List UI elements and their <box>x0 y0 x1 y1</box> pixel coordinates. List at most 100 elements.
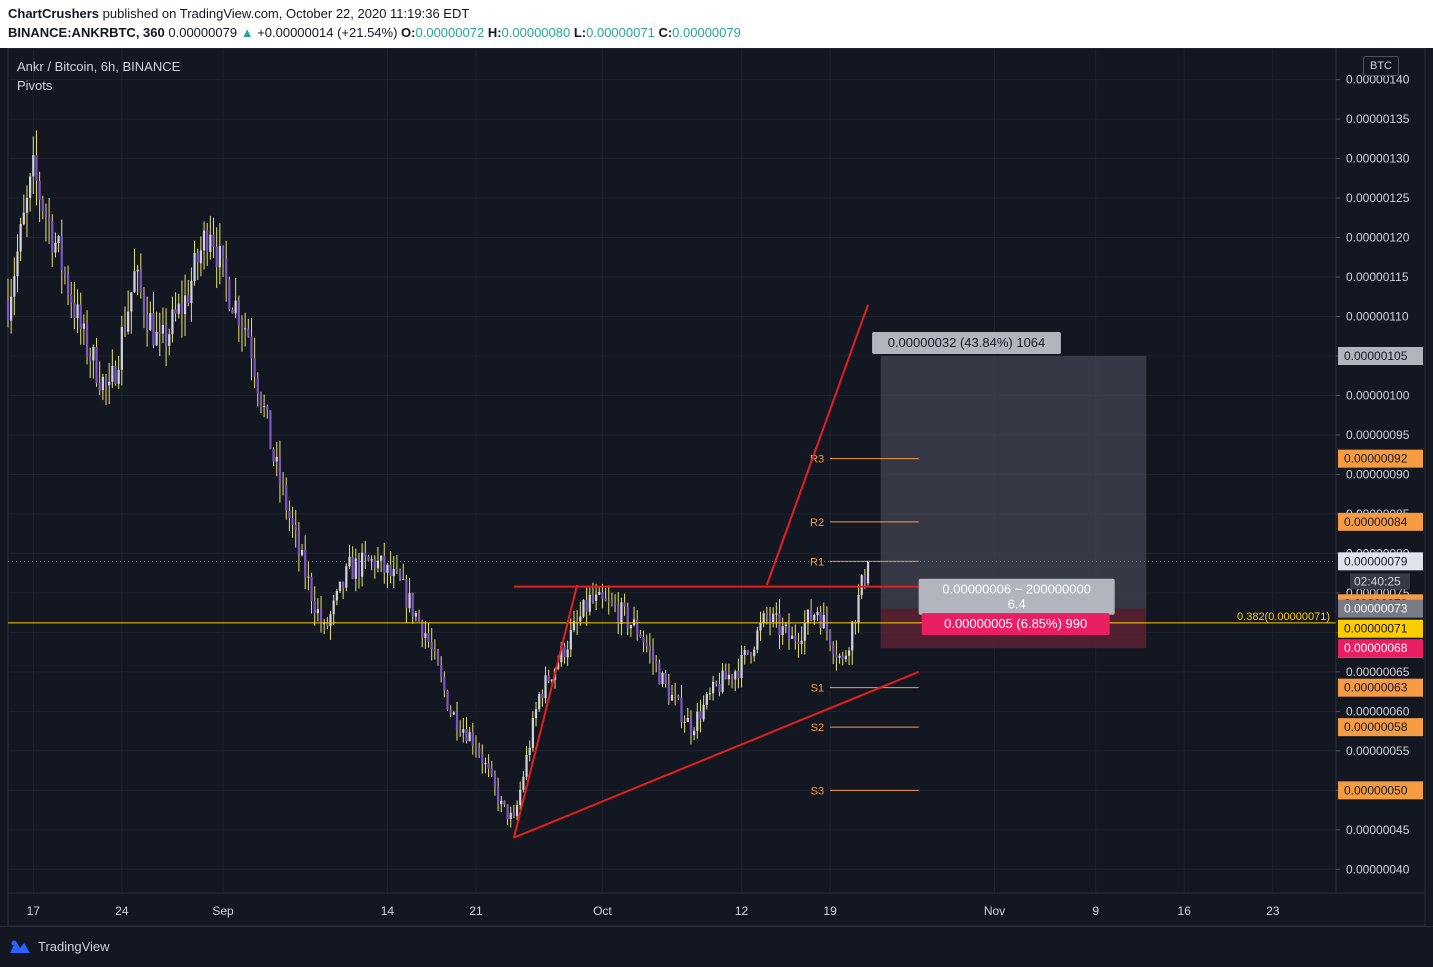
candle-body <box>389 564 392 577</box>
candle-body <box>721 670 724 692</box>
candle-body <box>342 581 345 588</box>
time-tick-label: 16 <box>1178 904 1192 918</box>
target-label-bg <box>872 331 1061 354</box>
author-name[interactable]: ChartCrushers <box>8 6 100 21</box>
candle-body <box>85 323 89 357</box>
candle-body <box>19 224 22 252</box>
candle-body <box>218 245 221 268</box>
pivot-s1-tag-bg <box>1338 678 1423 697</box>
high-value: 0.00000080 <box>501 25 571 40</box>
candle-body <box>772 613 775 622</box>
time-axis-bg <box>7 892 1426 926</box>
candle-body <box>427 633 430 643</box>
symbol-title[interactable]: Ankr / Bitcoin, 6h, BINANCE <box>17 59 181 74</box>
indicator-title[interactable]: Pivots <box>17 78 53 93</box>
candle-body <box>108 381 111 386</box>
candle-body <box>525 754 528 777</box>
candle-body <box>500 800 503 805</box>
candle-body <box>468 732 471 742</box>
candle-body <box>813 614 816 621</box>
candle-body <box>259 393 263 408</box>
candle-body <box>648 646 651 651</box>
up-arrow-icon: ▲ <box>240 25 254 40</box>
candle-body <box>281 484 285 486</box>
price-tick-label: 0.00000110 <box>1346 310 1409 324</box>
candle-body <box>759 623 762 631</box>
candle-body <box>313 600 316 614</box>
candle-body <box>613 603 617 606</box>
currency-button[interactable]: BTC <box>1363 56 1399 76</box>
candle-body <box>417 613 421 622</box>
candle-body <box>699 711 702 720</box>
candle-body <box>240 325 244 329</box>
candle-body <box>620 602 623 624</box>
candle-body <box>414 613 417 617</box>
candle-body <box>683 721 686 723</box>
target-tag-bg <box>1338 346 1423 365</box>
candle-body <box>29 176 32 198</box>
candle-body <box>54 243 57 253</box>
candle-body <box>370 559 373 561</box>
candle-body <box>734 671 737 680</box>
published-header: ChartCrushers published on TradingView.c… <box>0 0 1433 48</box>
candle-body <box>16 251 19 277</box>
candle-body <box>177 303 180 314</box>
candle-body <box>127 311 130 332</box>
candle-body <box>607 600 610 602</box>
candle-body <box>591 594 595 601</box>
candle-body <box>791 635 794 639</box>
candle-body <box>288 510 291 519</box>
pivot-r3-tag: 0.00000092 <box>1344 452 1408 466</box>
stop-tag: 0.00000068 <box>1344 641 1408 655</box>
low-label: L: <box>573 25 587 40</box>
footer: TradingView <box>0 926 1433 967</box>
position-zones <box>880 355 1147 649</box>
pivot-r3-tag-bg <box>1338 449 1423 468</box>
candle-body <box>57 236 60 244</box>
candle-body <box>617 605 620 624</box>
candle-body <box>73 303 76 319</box>
candle-body <box>838 655 841 658</box>
price-tick-label: 0.00000040 <box>1346 862 1410 876</box>
author-line: ChartCrushers published on TradingView.c… <box>8 6 469 21</box>
pivot-r2-tag: 0.00000084 <box>1344 515 1408 529</box>
last-close-tag: 0.00000079 <box>1344 554 1408 568</box>
price-tick-label: 0.00000130 <box>1346 152 1410 166</box>
candle-body <box>348 556 351 567</box>
candle-body <box>155 332 158 346</box>
time-tick-label: Sep <box>212 904 234 918</box>
candle-body <box>133 271 136 293</box>
candle-body <box>819 612 822 629</box>
candle-body <box>866 561 870 584</box>
ratio-box <box>918 578 1115 615</box>
pivot-s3-label: S3 <box>811 785 824 797</box>
target-tag: 0.00000105 <box>1344 349 1408 363</box>
candle-body <box>51 221 54 253</box>
candle-body <box>471 732 474 746</box>
candle-body <box>376 560 380 569</box>
price-tick-label: 0.00000135 <box>1346 112 1410 126</box>
candle-body <box>528 747 531 755</box>
candle-body <box>566 649 569 658</box>
price-axis[interactable]: 0.00000140 0.00000135 0.00000130 0.00000125… <box>1335 48 1426 894</box>
entry-tag-bg <box>1338 599 1423 618</box>
candle-body <box>756 630 759 650</box>
candle-body <box>66 274 70 295</box>
tradingview-logo[interactable]: TradingView <box>8 937 110 955</box>
candle-body <box>655 660 658 664</box>
candle-body <box>449 709 452 715</box>
candle-body <box>231 309 234 314</box>
candle-body <box>300 549 304 556</box>
candle-body <box>196 252 199 264</box>
candle-body <box>496 786 500 805</box>
candle-body <box>142 292 146 315</box>
close-value: 0.00000079 <box>672 25 741 40</box>
price-tick-label: 0.00000045 <box>1346 823 1410 837</box>
candle-body <box>455 712 459 730</box>
time-tick-label: 23 <box>1266 904 1280 918</box>
time-axis[interactable]: 17 24 Sep 14 21 Oct 12 19 Nov 9 16 23 <box>7 892 1426 926</box>
candle-body <box>689 717 693 736</box>
stop-label-bg <box>921 613 1110 636</box>
